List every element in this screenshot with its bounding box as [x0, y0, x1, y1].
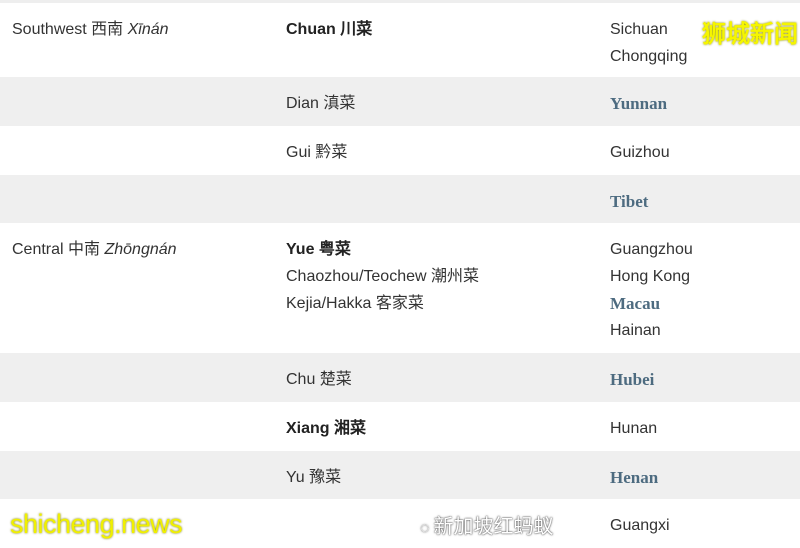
- cuisine-name: Dian 滇菜: [286, 95, 356, 112]
- table-row: Gui 黔菜 Guizhou: [0, 126, 800, 175]
- cuisine-cell: Gui 黔菜: [286, 126, 610, 175]
- province-name: Chongqing: [610, 48, 688, 65]
- cuisine-name: Kejia/Hakka 客家菜: [286, 295, 424, 312]
- cuisine-name: Xiang 湘菜: [286, 420, 367, 437]
- cuisine-name: Chaozhou/Teochew 潮州菜: [286, 268, 479, 285]
- watermark-wechat: ◌ 新加坡红蚂蚁: [420, 510, 554, 539]
- province-link[interactable]: Hubei: [610, 370, 655, 389]
- region-cell: Southwest 西南 Xīnán: [0, 3, 286, 77]
- cuisine-cell: Chu 楚菜: [286, 353, 610, 402]
- table-row: Dian 滇菜 Yunnan: [0, 77, 800, 126]
- province-name: Hong Kong: [610, 268, 691, 285]
- table-row: Yu 豫菜 Henan: [0, 451, 800, 499]
- table-row: Chu 楚菜 Hubei: [0, 353, 800, 402]
- province-link[interactable]: Tibet: [610, 192, 649, 211]
- watermark-shicheng-news: shicheng.news: [10, 509, 183, 539]
- province-name: Guangxi: [610, 517, 670, 534]
- province-link[interactable]: Macau: [610, 294, 661, 313]
- province-link[interactable]: Yunnan: [610, 94, 668, 113]
- table-row: Guangxi: [0, 499, 800, 548]
- region-cell: [0, 402, 286, 451]
- table-row: Southwest 西南 Xīnán Chuan 川菜 Sichuan Chongqi…: [0, 3, 800, 77]
- province-cell: Sichuan Chongqing: [610, 3, 800, 77]
- cuisine-name: Yue 粤菜: [286, 241, 351, 258]
- cuisine-cell: Yu 豫菜: [286, 451, 610, 499]
- region-cell: [0, 175, 286, 223]
- province-name: Guangzhou: [610, 241, 693, 258]
- cuisine-cell: Chuan 川菜: [286, 3, 610, 77]
- table-row: Central 中南 Zhōngnán Yue 粤菜 Chaozhou/Teoche…: [0, 223, 800, 353]
- region-cell: [0, 77, 286, 126]
- cuisine-name: Gui 黔菜: [286, 144, 348, 161]
- region-cell: [0, 353, 286, 402]
- region-pinyin: Xīnán: [127, 21, 169, 38]
- province-name: Guizhou: [610, 144, 670, 161]
- province-cell: Hunan: [610, 402, 800, 451]
- cuisine-cell: Yue 粤菜 Chaozhou/Teochew 潮州菜 Kejia/Hakka 客家…: [286, 223, 610, 353]
- region-name: Central 中南: [12, 241, 105, 258]
- cuisine-name: Yu 豫菜: [286, 469, 342, 486]
- table-top-border: [0, 0, 800, 3]
- wechat-account-name: 新加坡红蚂蚁: [433, 516, 554, 538]
- region-name: Southwest 西南: [12, 21, 128, 38]
- province-cell: Guangzhou Hong Kong Macau Hainan: [610, 223, 800, 353]
- watermark-shicheng-cn: 狮城新闻: [702, 21, 798, 48]
- province-cell: Guizhou: [610, 126, 800, 175]
- province-cell: Tibet: [610, 175, 800, 223]
- table-row: Xiang 湘菜 Hunan: [0, 402, 800, 451]
- province-cell: Henan: [610, 451, 800, 499]
- region-cell: [0, 126, 286, 175]
- table-row: Tibet: [0, 175, 800, 223]
- cuisine-name: Chuan 川菜: [286, 21, 373, 38]
- province-name: Sichuan: [610, 21, 668, 38]
- province-link[interactable]: Henan: [610, 468, 659, 487]
- cuisine-table: Southwest 西南 Xīnán Chuan 川菜 Sichuan Chongqi…: [0, 3, 800, 548]
- province-cell: Yunnan: [610, 77, 800, 126]
- province-cell: Hubei: [610, 353, 800, 402]
- province-name: Hainan: [610, 322, 661, 339]
- cuisine-cell: Xiang 湘菜: [286, 402, 610, 451]
- cuisine-cell: Dian 滇菜: [286, 77, 610, 126]
- province-cell: Guangxi: [610, 499, 800, 548]
- cuisine-name: Chu 楚菜: [286, 371, 352, 388]
- region-cell: [0, 451, 286, 499]
- region-pinyin: Zhōngnán: [104, 241, 177, 258]
- province-name: Hunan: [610, 420, 658, 437]
- wechat-icon: ◌: [420, 520, 430, 537]
- region-cell: Central 中南 Zhōngnán: [0, 223, 286, 353]
- cuisine-cell: [286, 175, 610, 223]
